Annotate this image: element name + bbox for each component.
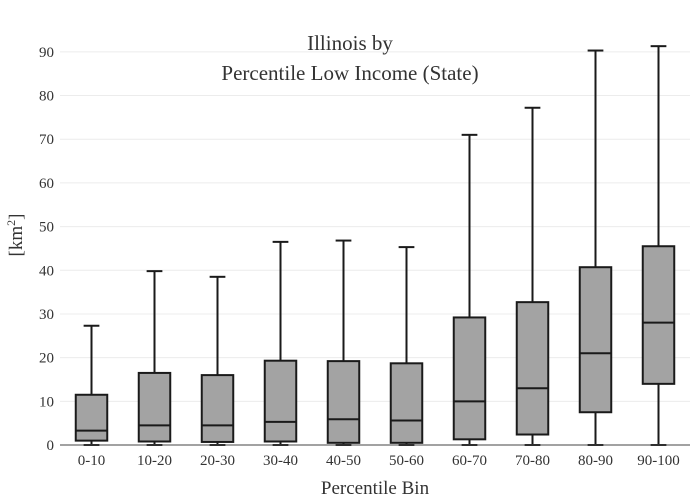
chart-title-line-2: Percentile Low Income (State) bbox=[221, 61, 478, 85]
chart-title-line-1: Illinois by bbox=[307, 31, 393, 55]
box-70-80 bbox=[515, 106, 550, 446]
box-30-40 bbox=[263, 240, 298, 446]
interquartile-box bbox=[326, 360, 361, 444]
box-90-100 bbox=[641, 45, 676, 446]
x-tick-label-50-60: 50-60 bbox=[389, 453, 424, 469]
box-0-10 bbox=[74, 324, 109, 446]
box-40-50 bbox=[326, 239, 361, 446]
y-axis-title: [km2] bbox=[4, 214, 27, 257]
box-series bbox=[74, 45, 676, 446]
x-tick-label-90-100: 90-100 bbox=[637, 453, 680, 469]
interquartile-box bbox=[200, 374, 235, 443]
grid-lines bbox=[60, 51, 690, 402]
interquartile-box bbox=[515, 301, 550, 436]
x-tick-labels: 0-10 10-20 20-30 30-40 40-50 50-60 60-70 70-80 8… bbox=[78, 453, 680, 469]
x-axis-title: Percentile Bin bbox=[321, 478, 430, 499]
x-tick-label-60-70: 60-70 bbox=[452, 453, 487, 469]
box-50-60 bbox=[389, 246, 424, 446]
x-tick-label-70-80: 70-80 bbox=[515, 453, 550, 469]
interquartile-box bbox=[578, 266, 613, 414]
y-tick-label-0: 0 bbox=[47, 438, 55, 454]
y-tick-label-90: 90 bbox=[39, 45, 54, 61]
y-tick-label-10: 10 bbox=[39, 394, 54, 410]
interquartile-box bbox=[137, 371, 172, 443]
box-60-70 bbox=[452, 133, 487, 446]
interquartile-box bbox=[74, 393, 109, 442]
box-80-90 bbox=[578, 49, 613, 446]
interquartile-box bbox=[641, 245, 676, 385]
box-20-30 bbox=[200, 275, 235, 446]
y-tick-label-60: 60 bbox=[39, 176, 54, 192]
y-tick-label-30: 30 bbox=[39, 307, 54, 323]
y-tick-label-20: 20 bbox=[39, 351, 54, 367]
y-axis-title-superscript: 2 bbox=[4, 220, 18, 226]
y-axis-title-close: ] bbox=[6, 214, 27, 220]
x-tick-label-20-30: 20-30 bbox=[200, 453, 235, 469]
x-tick-label-0-10: 0-10 bbox=[78, 453, 106, 469]
interquartile-box bbox=[389, 362, 424, 444]
y-tick-label-50: 50 bbox=[39, 220, 54, 236]
x-tick-label-40-50: 40-50 bbox=[326, 453, 361, 469]
y-tick-label-80: 80 bbox=[39, 89, 54, 105]
y-tick-label-40: 40 bbox=[39, 263, 54, 279]
y-tick-labels: 0 10 20 30 40 50 60 70 80 90 bbox=[39, 45, 54, 454]
x-tick-label-30-40: 30-40 bbox=[263, 453, 298, 469]
y-axis-title-base: [km bbox=[6, 226, 27, 257]
interquartile-box bbox=[452, 316, 487, 441]
x-tick-label-80-90: 80-90 bbox=[578, 453, 613, 469]
x-tick-label-10-20: 10-20 bbox=[137, 453, 172, 469]
interquartile-box bbox=[263, 359, 298, 443]
y-tick-label-70: 70 bbox=[39, 132, 54, 148]
